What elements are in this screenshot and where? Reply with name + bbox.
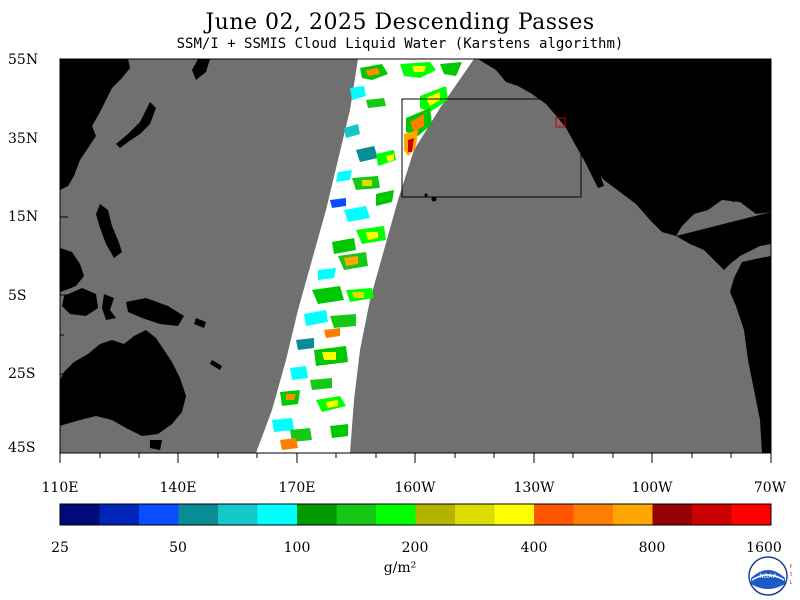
colorbar-label-800: 800 [638,540,666,556]
land-hawaii [431,196,437,202]
colorbar-segment [376,504,416,525]
land-indochina [60,248,84,292]
colorbar-segment [415,504,456,525]
colorbar-label-25: 25 [51,540,69,556]
land-hawaii-small [424,193,428,197]
highlight-box [555,117,566,128]
colorbar-label-50: 50 [169,540,187,556]
colorbar-segment [178,504,219,525]
land-solomon [194,318,206,328]
cloud-water-patches [272,62,462,450]
colorbar-segment [60,504,100,525]
colorbar-segment [534,504,574,525]
colorbar-label-400: 400 [520,540,548,556]
land-sulawesi [102,294,116,320]
lon-ticks [59,453,772,463]
lat-label-15n: 15N [8,209,39,225]
colorbar-segment [139,504,179,525]
lon-label-70w: 70W [753,480,787,496]
map-subtitle: SSM/I + SSMIS Cloud Liquid Water (Karste… [176,36,624,52]
colorbar-segment [494,504,535,525]
land-philippines [96,204,122,258]
colorbar-frame [59,503,772,526]
colorbar-label-200: 200 [401,540,429,556]
lat-ticks [60,58,771,454]
land-asia [60,59,130,190]
colorbar-segment [99,504,140,525]
svg-text:NOAA: NOAA [759,573,777,580]
land-north-america [478,59,771,236]
colorbar-segment [613,504,653,525]
lon-label-140e: 140E [159,480,197,496]
land-new-guinea [126,298,184,326]
analysis-box [401,98,582,198]
land-kamchatka [192,59,210,80]
map-title: June 02, 2025 Descending Passes [205,10,595,35]
land-central-america [676,212,771,270]
lon-label-130w: 130W [513,480,555,496]
lat-label-35n: 35N [8,131,39,147]
lat-label-45s: 45S [8,440,36,456]
colorbar-segment [652,504,693,525]
land-cuba [686,178,724,190]
land-hispaniola [730,194,748,202]
lon-label-100w: 100W [631,480,673,496]
colorbar-units: g/m² [383,560,417,576]
lat-label-25s: 25S [8,366,36,382]
noaa-logo: NOAA P S L [748,556,792,596]
colorbar-label-1600: 1600 [746,540,782,556]
colorbar-segment [297,504,337,525]
colorbar [60,504,772,525]
land-australia [60,330,186,436]
land-baja [582,142,604,188]
lon-label-110e: 110E [41,480,79,496]
svg-text:P: P [790,564,792,570]
lon-label-170e: 170E [278,480,316,496]
lat-label-55n: 55N [8,52,39,68]
land-borneo [62,288,98,316]
colorbar-segment [573,504,614,525]
colorbar-label-100: 100 [283,540,311,556]
lat-label-5s: 5S [8,288,27,304]
colorbar-segment [336,504,377,525]
land-tasmania [150,440,162,450]
colorbar-segment [257,504,298,525]
lon-label-160w: 160W [394,480,436,496]
land-japan [116,102,156,148]
svg-text:L: L [790,580,792,586]
colorbar-segment [218,504,258,525]
colorbar-segment [731,504,772,525]
land-new-caledonia [210,360,222,370]
colorbar-segment [692,504,732,525]
svg-text:S: S [790,572,792,578]
colorbar-segment [455,504,495,525]
land-south-america [730,256,771,453]
